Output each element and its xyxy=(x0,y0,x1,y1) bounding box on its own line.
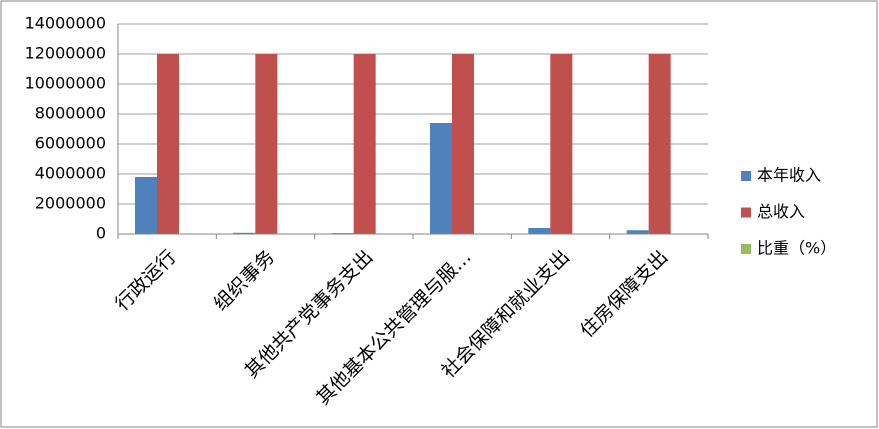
y-tick-label: 2000000 xyxy=(35,194,106,213)
y-tick-label: 0 xyxy=(96,224,106,243)
y-tick-label: 6000000 xyxy=(35,134,106,153)
bar xyxy=(255,54,278,234)
bar xyxy=(550,54,573,234)
y-tick-label: 10000000 xyxy=(25,74,106,93)
legend-swatch xyxy=(741,207,751,218)
bar xyxy=(430,123,452,234)
bar xyxy=(626,230,649,234)
bar xyxy=(452,54,474,234)
legend-label: 总收入 xyxy=(757,202,805,221)
y-tick-label: 8000000 xyxy=(35,104,106,123)
bar xyxy=(648,54,671,234)
bar xyxy=(233,232,256,234)
bar xyxy=(157,54,179,234)
legend-label: 本年收入 xyxy=(757,166,821,185)
bar xyxy=(353,54,376,234)
y-tick-label: 12000000 xyxy=(25,44,106,63)
y-tick-label: 14000000 xyxy=(25,14,106,33)
legend-label: 比重（%） xyxy=(757,239,836,258)
bar xyxy=(528,228,551,234)
legend-swatch xyxy=(741,244,751,254)
bar xyxy=(135,177,157,234)
legend-swatch xyxy=(741,171,751,181)
y-tick-label: 4000000 xyxy=(35,164,106,183)
